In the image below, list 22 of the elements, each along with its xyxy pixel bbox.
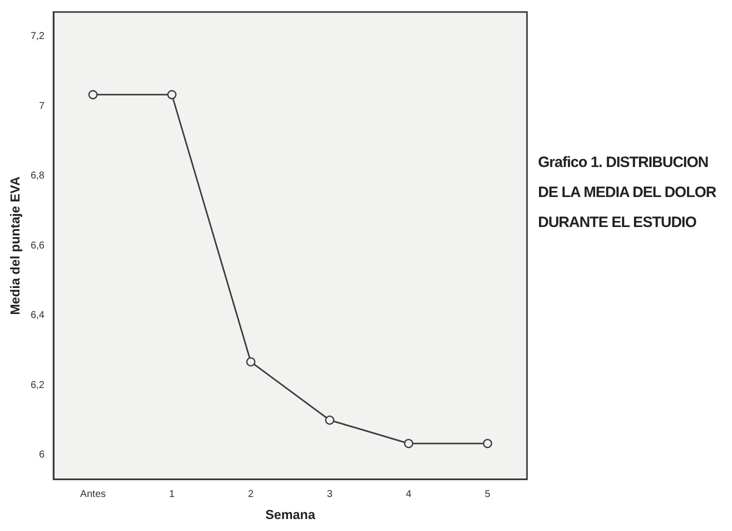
x-tick-label: 4 [406,489,412,500]
y-tick-label: 6,6 [30,240,45,252]
y-tick-label: 6,2 [30,380,45,391]
x-tick-label: Antes [80,489,106,500]
x-tick-label: 1 [169,489,176,500]
point [404,438,414,448]
text: Grafico 1. DISTRIBUCION DE LA MEDIA DEL DOLOR DURANTE EL ESTUDIO [538,153,718,233]
y-tick-label: 6,4 [30,310,45,322]
point [88,90,98,100]
y-tick-label: 6 [38,450,45,461]
x-axis-title: Semana [265,506,316,522]
y-tick-label: 7 [38,100,45,112]
point [482,438,492,448]
point [325,415,334,425]
point [246,357,256,367]
y-tick-label: 7,2 [30,31,45,42]
x-tick-label: 3 [326,489,333,500]
x-tick-label: 5 [484,489,491,500]
x-tick-label: 2 [248,489,254,500]
y-axis-title: Media del puntaje EVA [7,176,22,315]
point [167,90,177,100]
y-tick-label: 6,8 [30,170,45,182]
